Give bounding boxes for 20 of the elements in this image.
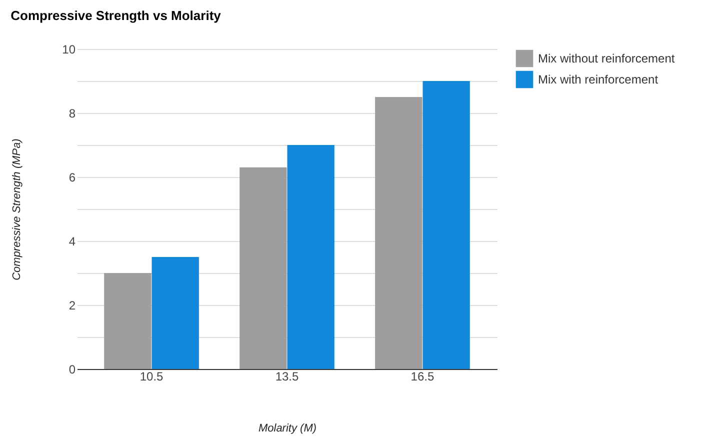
bar (422, 81, 470, 369)
bar (375, 97, 422, 369)
y-tick-label: 8 (68, 106, 76, 120)
x-axis-title: Molarity (M) (258, 422, 317, 434)
y-tick-label: 4 (68, 234, 76, 248)
legend-label: Mix with reinforcement (538, 72, 659, 86)
bar (240, 167, 287, 369)
chart-title: Compressive Strength vs Molarity (10, 8, 222, 23)
y-tick-label: 6 (68, 170, 76, 184)
bar (287, 145, 334, 369)
bar (152, 257, 199, 369)
y-axis-title: Compressive Strength (MPa) (11, 138, 24, 280)
bar (104, 273, 152, 369)
y-tick-label: 0 (68, 362, 76, 376)
x-tick-label: 10.5 (140, 370, 164, 384)
y-tick-label: 2 (68, 298, 76, 312)
y-tick-label: 10 (62, 42, 76, 56)
legend-label: Mix without reinforcement (538, 52, 676, 66)
x-tick-label: 13.5 (275, 370, 299, 384)
x-tick-label: 16.5 (410, 370, 434, 384)
